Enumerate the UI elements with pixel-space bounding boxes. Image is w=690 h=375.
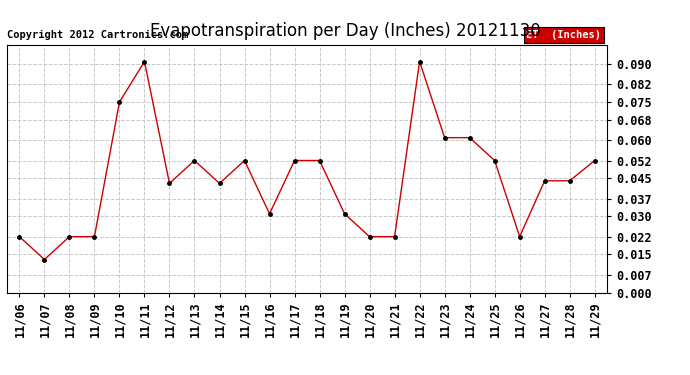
Text: Copyright 2012 Cartronics.com: Copyright 2012 Cartronics.com [7, 30, 188, 40]
Text: ET  (Inches): ET (Inches) [526, 30, 601, 40]
Text: Evapotranspiration per Day (Inches) 20121130: Evapotranspiration per Day (Inches) 2012… [150, 22, 540, 40]
